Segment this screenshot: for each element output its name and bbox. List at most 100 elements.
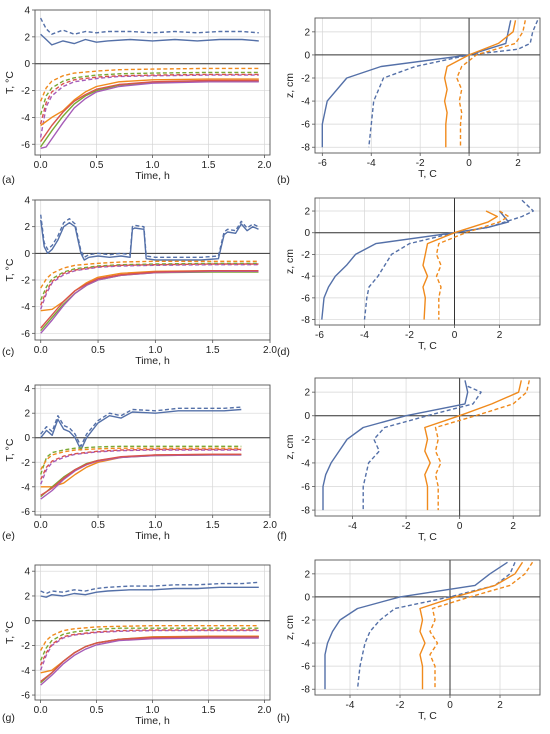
x-axis-label: T, C [418, 710, 437, 722]
y-tick-label: -2 [301, 435, 310, 446]
series-line-green-solid [40, 636, 259, 684]
x-axis-label: Time, h [135, 170, 170, 182]
series-line-green-dashed [40, 262, 259, 301]
panel-letter: (b) [277, 174, 290, 186]
y-tick-label: 0 [304, 228, 310, 239]
panel-letter: (f) [277, 530, 287, 542]
series-line-blue-solid [40, 219, 259, 261]
panel-a: 0.0 0.5 1.0 1.5 2.0 -6 -4 -2 0 2 4 Time, h T, °C (a) [2, 6, 272, 187]
x-tick-label: 2 [497, 330, 503, 341]
series-line-orange-solid [424, 380, 522, 511]
y-tick-label: -4 [301, 639, 310, 650]
y-tick-label: -6 [301, 662, 310, 673]
y-tick-label: -2 [21, 641, 30, 652]
x-tick-label: -2 [396, 700, 405, 711]
series-line-orange-dashed [40, 447, 242, 470]
series-line-purple-dashed [40, 264, 259, 310]
series-line-blue-dashed [40, 214, 259, 258]
y-tick-label: 0 [24, 616, 30, 627]
y-tick-label: -4 [301, 97, 310, 108]
y-tick-label: 2 [24, 591, 30, 602]
y-tick-label: -2 [21, 86, 30, 97]
series-line-green-dashed [40, 445, 242, 475]
y-tick-label: 0 [304, 50, 310, 61]
x-tick-label: -6 [318, 158, 327, 169]
series-line-orange-dashed [434, 380, 530, 511]
series-line-red-solid [40, 270, 259, 329]
series-line-red-solid [40, 636, 259, 682]
y-tick-label: -8 [301, 685, 310, 696]
series-line-purple-solid [40, 81, 259, 149]
series-line-blue-dashed [40, 581, 259, 595]
x-axis-label: T, C [418, 168, 437, 180]
y-tick-label: 4 [24, 384, 30, 395]
y-tick-label: 2 [24, 32, 30, 43]
plot-frame [314, 559, 541, 696]
y-tick-label: 4 [24, 567, 30, 578]
y-tick-label: -6 [21, 329, 30, 340]
y-tick-label: -4 [21, 113, 30, 124]
series-line-blue-solid [322, 380, 469, 511]
y-tick-label: 4 [24, 196, 30, 207]
y-tick-label: -6 [21, 507, 30, 518]
y-tick-label: -2 [301, 250, 310, 261]
x-tick-label: 1.0 [146, 160, 160, 171]
x-tick-label: 0 [447, 700, 453, 711]
x-tick-label: 2 [497, 700, 503, 711]
y-tick-label: -4 [21, 302, 30, 313]
panel-letter: (a) [2, 174, 15, 186]
x-axis-label: T, C [418, 531, 437, 543]
x-tick-label: 0 [452, 330, 458, 341]
series-line-blue-dashed [356, 562, 516, 690]
x-tick-label: -2 [402, 521, 411, 532]
x-tick-label: 2.0 [263, 345, 277, 356]
y-tick-label: 0 [304, 411, 310, 422]
y-axis-label: T, °C [4, 71, 16, 94]
x-tick-label: -4 [346, 700, 355, 711]
series-line-blue-dashed [39, 17, 259, 35]
series-line-green-dashed [39, 71, 259, 115]
y-tick-label: -6 [301, 482, 310, 493]
y-axis-label: T, °C [4, 621, 16, 644]
x-tick-label: 2.0 [257, 160, 271, 171]
panel-letter: (d) [277, 346, 290, 358]
x-tick-label: 0.5 [90, 160, 104, 171]
y-tick-label: -4 [301, 458, 310, 469]
series-line-blue-solid [40, 33, 259, 46]
y-tick-label: -8 [301, 143, 310, 154]
y-axis-label: z, cm [284, 615, 296, 640]
panel-letter: (e) [2, 530, 15, 542]
series-line-red-dashed [39, 73, 259, 125]
y-tick-label: -8 [301, 315, 310, 326]
x-tick-label: 0.0 [34, 160, 48, 171]
x-tick-label: -4 [367, 158, 376, 169]
panel-f: -4 -2 0 2 -8 -6 -4 -2 0 2 T, C z, cm (f) [277, 377, 541, 543]
x-tick-label: 1.5 [206, 345, 220, 356]
series-line-orange-solid [443, 20, 517, 148]
y-tick-label: 0 [24, 59, 30, 70]
panel-letter: (h) [277, 712, 290, 724]
y-tick-label: -6 [301, 293, 310, 304]
plot-frame [34, 384, 271, 516]
panel-g: 0.0 0.5 1.0 1.5 2.0 -6 -4 -2 0 2 4 Time, h T, °C (g) [2, 564, 272, 727]
series-line-orange-solid [40, 78, 259, 127]
series-line-red-dashed [39, 629, 259, 666]
y-tick-label: 2 [24, 222, 30, 233]
x-tick-label: 1.5 [206, 520, 220, 531]
x-tick-label: 1.0 [148, 520, 162, 531]
y-tick-label: -6 [301, 120, 310, 131]
x-tick-label: 2 [510, 521, 516, 532]
series-line-blue-dashed [363, 199, 534, 320]
y-axis-label: z, cm [284, 249, 296, 274]
series-line-red-solid [40, 79, 259, 142]
y-tick-label: -8 [301, 506, 310, 517]
x-tick-label: 0.5 [91, 520, 105, 531]
x-axis-label: T, C [418, 340, 437, 352]
x-tick-label: 0.0 [34, 520, 48, 531]
series-line-red-dashed [40, 263, 259, 306]
x-tick-label: 0.0 [34, 345, 48, 356]
y-tick-label: 2 [304, 388, 310, 399]
y-tick-label: -6 [21, 140, 30, 151]
x-axis-label: Time, h [135, 355, 170, 367]
series-line-blue-solid [40, 408, 242, 451]
